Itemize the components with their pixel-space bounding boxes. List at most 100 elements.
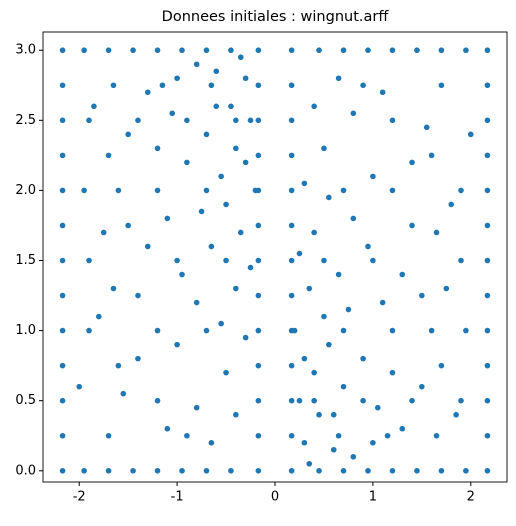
point	[340, 187, 347, 194]
point	[242, 159, 249, 166]
point	[255, 47, 262, 54]
point	[81, 467, 87, 474]
point	[228, 103, 234, 110]
point	[59, 397, 66, 404]
point	[438, 362, 445, 369]
point	[438, 47, 445, 54]
point	[255, 362, 262, 369]
point	[125, 131, 131, 138]
point	[237, 54, 244, 61]
point	[414, 467, 420, 474]
point	[321, 145, 327, 152]
y-tick-label: 1.5	[15, 253, 36, 268]
point	[208, 82, 215, 89]
point	[59, 47, 66, 54]
point	[252, 187, 259, 194]
point	[409, 222, 415, 229]
point	[374, 404, 381, 411]
point	[105, 152, 112, 159]
point	[154, 467, 161, 474]
point	[365, 467, 371, 474]
point	[288, 152, 295, 159]
point	[306, 285, 313, 292]
point	[110, 285, 117, 292]
point	[242, 75, 249, 82]
point	[164, 215, 171, 222]
point	[288, 292, 295, 299]
point	[255, 327, 262, 334]
point	[443, 285, 450, 292]
point	[360, 82, 366, 89]
point	[91, 103, 97, 110]
x-tick-label: -1	[171, 490, 184, 505]
point	[484, 47, 491, 54]
point	[409, 397, 415, 404]
point	[255, 117, 262, 124]
point	[288, 117, 295, 124]
point	[360, 355, 366, 362]
point	[105, 432, 112, 439]
point	[154, 327, 161, 334]
point	[184, 159, 190, 166]
point	[296, 250, 303, 257]
y-tick-label: 2.5	[15, 113, 36, 128]
point	[448, 201, 455, 208]
point	[255, 292, 262, 299]
point	[218, 173, 224, 180]
point	[76, 383, 83, 390]
point	[59, 327, 66, 334]
point	[484, 257, 491, 264]
point	[484, 222, 491, 229]
x-tick-label: 2	[467, 490, 475, 505]
point	[335, 271, 342, 278]
point	[484, 397, 491, 404]
point	[288, 187, 295, 194]
point	[125, 222, 131, 229]
point	[365, 243, 371, 250]
point	[174, 341, 180, 348]
x-tick-label: -2	[73, 490, 86, 505]
point	[379, 89, 386, 96]
point	[218, 320, 224, 327]
point	[301, 180, 308, 187]
point	[208, 439, 215, 446]
point	[86, 327, 92, 334]
y-tick-label: 3.0	[15, 43, 36, 58]
point	[228, 467, 234, 474]
chart-title: Donnees initiales : wingnut.arff	[162, 9, 390, 25]
point	[399, 425, 406, 432]
point	[409, 159, 415, 166]
point	[159, 82, 166, 89]
point	[203, 187, 210, 194]
point	[345, 306, 352, 313]
point	[120, 390, 127, 397]
point	[330, 446, 337, 453]
point	[198, 208, 205, 215]
point	[288, 222, 295, 229]
point	[242, 334, 249, 341]
point	[458, 397, 464, 404]
point	[350, 110, 357, 117]
point	[154, 397, 161, 404]
point	[288, 47, 295, 54]
point	[484, 362, 491, 369]
point	[213, 103, 220, 110]
y-tick-label: 2.0	[15, 183, 36, 198]
point	[340, 327, 347, 334]
point	[86, 257, 92, 264]
point	[135, 355, 141, 362]
point	[484, 117, 491, 124]
point	[321, 257, 327, 264]
point	[255, 467, 262, 474]
point	[288, 257, 295, 264]
point	[389, 117, 396, 124]
point	[255, 222, 262, 229]
point	[59, 432, 66, 439]
point	[419, 292, 425, 299]
point	[484, 432, 491, 439]
point	[458, 257, 464, 264]
point	[321, 313, 327, 320]
point	[59, 82, 66, 89]
point	[237, 229, 244, 236]
